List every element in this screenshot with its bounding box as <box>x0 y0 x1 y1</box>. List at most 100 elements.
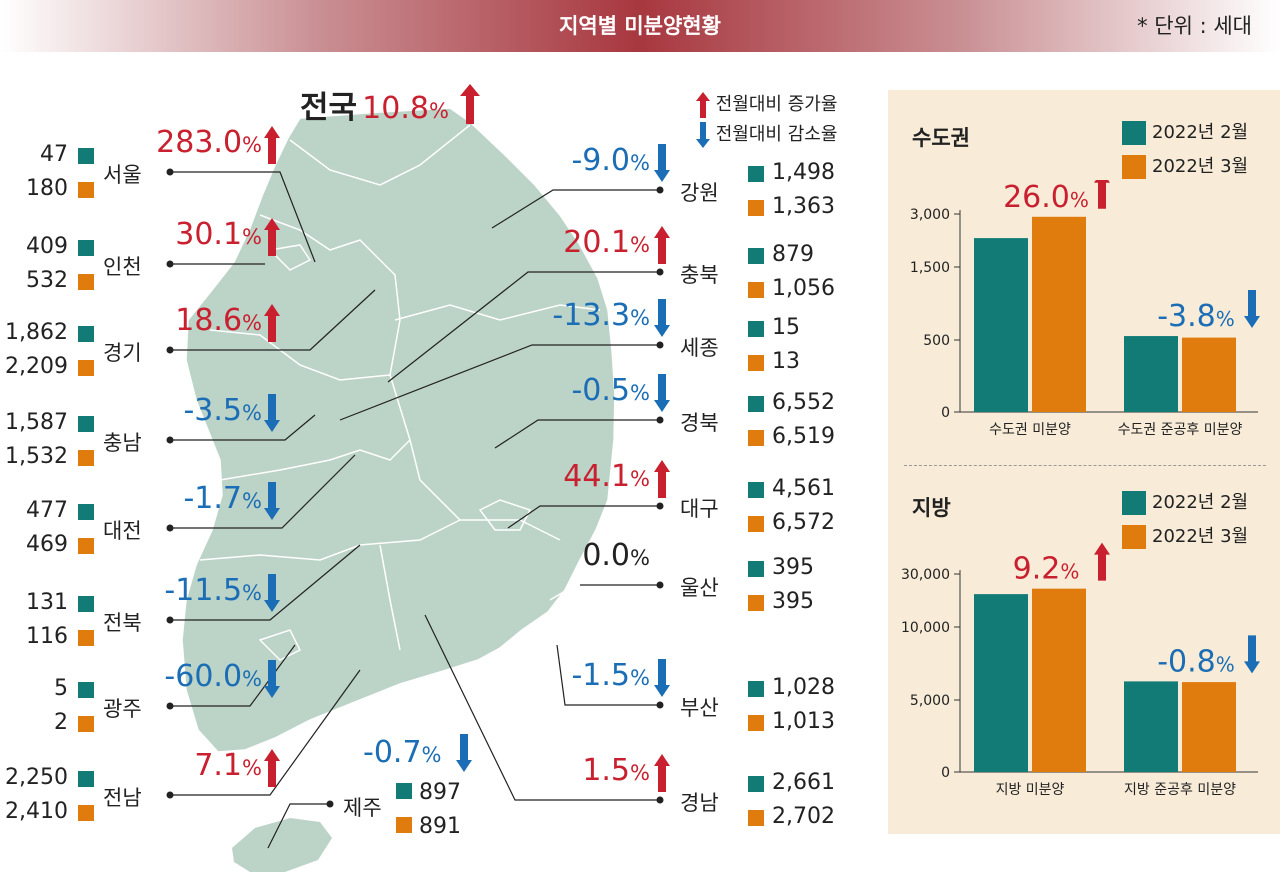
region-name: 충남 <box>103 431 142 455</box>
region-mar-value: 469 <box>26 532 68 557</box>
region-rate: 7.1% <box>194 749 262 785</box>
region-rate-unit: % <box>242 581 262 605</box>
national-summary: 전국 10.8% <box>300 82 449 128</box>
panel-divider <box>904 465 1266 466</box>
region-name: 강원 <box>680 181 719 205</box>
region-mar-value: 532 <box>26 268 68 293</box>
region-feb-value: 879 <box>772 242 814 267</box>
map-legend-down: 전월대비 감소율 <box>696 120 837 148</box>
region-rate-unit: % <box>242 401 262 425</box>
region-rate-jeju: -0.7% <box>363 736 442 772</box>
mar-swatch <box>78 805 94 821</box>
feb-swatch <box>1122 121 1146 145</box>
down-arrow-icon <box>654 659 670 697</box>
down-arrow-icon <box>264 394 280 432</box>
region-name: 대구 <box>680 497 719 521</box>
metro-chart-title: 수도권 <box>912 126 970 150</box>
region-rate: 30.1% <box>175 218 262 254</box>
region-mar-value: 1,363 <box>772 194 835 219</box>
national-rate-unit: % <box>428 99 449 123</box>
down-arrow-icon <box>654 144 670 182</box>
national-rate-value: 10.8 <box>362 91 429 126</box>
legend-down-label: 전월대비 감소율 <box>715 124 838 145</box>
region-feb-value: 2,661 <box>772 770 835 795</box>
region-feb-value: 477 <box>26 498 68 523</box>
region-name: 경기 <box>103 341 142 365</box>
region-feb-jeju: 897 <box>396 780 461 805</box>
feb-swatch <box>748 482 764 498</box>
region-rate-value: -0.7 <box>363 735 422 770</box>
legend-feb-label: 2022년 2월 <box>1152 122 1249 143</box>
bar <box>1032 216 1086 412</box>
region-feb-value: 395 <box>772 555 814 580</box>
feb-swatch <box>396 783 412 799</box>
down-arrow-icon <box>654 374 670 412</box>
region-rate: -11.5% <box>164 574 262 610</box>
mar-swatch <box>78 360 94 376</box>
y-tick-label: 500 <box>923 333 950 349</box>
region-feb-value: 47 <box>40 142 68 167</box>
mar-swatch <box>78 182 94 198</box>
region-rate-unit: % <box>242 133 262 157</box>
category-label: 수도권 미분양 <box>989 422 1071 438</box>
region-rate-value: 0.0 <box>582 538 631 573</box>
metro-legend-mar: 2022년 3월 <box>1122 152 1248 179</box>
mainland-shape <box>181 107 616 753</box>
mar-swatch <box>78 716 94 732</box>
down-arrow-icon <box>654 299 670 337</box>
national-name: 전국 <box>300 90 358 126</box>
legend-mar-label: 2022년 3월 <box>1152 526 1249 547</box>
legend-feb-label: 2022년 2월 <box>1152 492 1249 513</box>
region-rate: 0.0% <box>582 539 650 575</box>
region-rate-unit: % <box>630 233 650 257</box>
y-tick-label: 0 <box>941 765 950 781</box>
feb-swatch <box>748 321 764 337</box>
region-rate-unit: % <box>242 756 262 780</box>
mar-swatch <box>748 430 764 446</box>
feb-swatch <box>78 771 94 787</box>
bar <box>1124 336 1178 412</box>
region-rate-unit: % <box>630 546 650 570</box>
region-feb-value: 1,028 <box>772 675 835 700</box>
up-arrow-icon <box>264 749 280 787</box>
region-rate-value: 18.6 <box>175 303 243 338</box>
bar <box>1182 682 1236 772</box>
region-feb-value: 4,561 <box>772 476 835 501</box>
regional-bar-chart: 0 5,000 10,000 30,000 지방 미분양 9.2% 지방 준공후 미분양 -0… <box>901 542 1260 798</box>
province-borders <box>199 124 601 661</box>
region-rate-unit: % <box>630 761 650 785</box>
region-mar-value: 2,410 <box>5 799 68 824</box>
region-name: 전남 <box>103 786 142 810</box>
region-name-jeju: 제주 <box>343 796 382 820</box>
region-rate-unit: % <box>242 225 262 249</box>
region-rate: -60.0% <box>164 660 262 696</box>
category-label: 지방 미분양 <box>996 782 1065 798</box>
region-feb-value: 1,498 <box>772 160 835 185</box>
region-rate-unit: % <box>630 467 650 491</box>
region-rate: -1.5% <box>571 659 650 695</box>
region-mar-value: 6,572 <box>772 510 835 535</box>
up-arrow-icon <box>264 126 280 164</box>
y-tick-label: 0 <box>941 405 950 421</box>
mar-swatch <box>748 200 764 216</box>
region-rate-value: -9.0 <box>571 143 631 178</box>
region-rate: 283.0% <box>156 126 262 162</box>
feb-swatch <box>748 248 764 264</box>
metro-bar-chart: 0 500 1,500 3,000 수도권 미분양 26.0% 수도권 준공후 미분양 -3.… <box>910 180 1260 438</box>
region-rate: -3.5% <box>183 394 262 430</box>
metro-legend-feb: 2022년 2월 <box>1122 118 1248 145</box>
region-rate-unit: % <box>630 381 650 405</box>
down-arrow-icon <box>264 482 280 520</box>
region-rate-value: 283.0 <box>156 125 243 160</box>
mar-swatch <box>1122 525 1146 549</box>
jeju-down-arrow-icon <box>456 734 472 772</box>
region-rate-unit: % <box>630 151 650 175</box>
region-name: 경북 <box>680 411 719 435</box>
region-rate-value: 44.1 <box>563 459 631 494</box>
y-tick-label: 5,000 <box>910 693 950 709</box>
region-rate: 18.6% <box>175 304 262 340</box>
region-feb-value: 409 <box>26 234 68 259</box>
mar-swatch <box>748 516 764 532</box>
mar-swatch <box>748 715 764 731</box>
bar <box>974 594 1028 772</box>
